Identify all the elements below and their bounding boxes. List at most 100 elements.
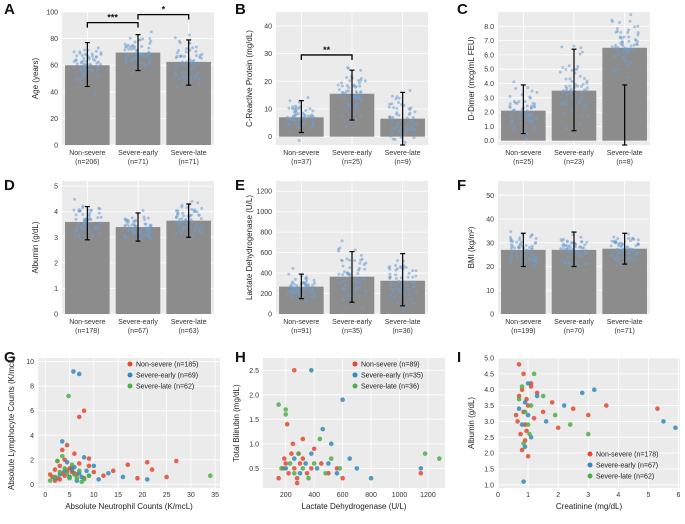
y-tick-label: 1.5 <box>484 466 494 473</box>
data-point <box>524 137 528 141</box>
data-point <box>133 40 137 44</box>
data-point <box>407 113 411 117</box>
data-point <box>353 248 357 252</box>
y-tick-label: 30 <box>264 51 272 58</box>
data-point <box>131 228 135 232</box>
data-point <box>303 113 307 117</box>
data-point <box>198 77 202 81</box>
data-point <box>338 246 342 250</box>
data-point <box>620 242 624 246</box>
scatter-point <box>291 367 297 373</box>
scatter-point <box>314 466 320 471</box>
data-point <box>629 239 633 243</box>
data-point <box>337 94 341 98</box>
data-point <box>310 124 314 128</box>
scatter-point <box>543 419 549 424</box>
data-point <box>123 48 127 52</box>
data-point <box>629 247 633 251</box>
data-point <box>562 242 566 246</box>
scatter-point <box>47 478 53 483</box>
data-point <box>409 297 413 301</box>
data-point <box>135 48 139 52</box>
panel-c: C 0.0 1.0 2.0 3.0 4.0 5.0 6.0 7.0 8.0 D-Dimer (mcg… <box>457 1 650 166</box>
data-point <box>143 218 147 222</box>
data-point <box>310 288 314 292</box>
scatter-point <box>525 381 531 386</box>
data-point <box>530 233 534 237</box>
data-point <box>175 62 179 66</box>
scatter-point <box>422 451 428 456</box>
data-point <box>359 253 363 257</box>
data-point <box>616 29 620 33</box>
data-point <box>145 233 149 237</box>
data-point <box>528 95 532 99</box>
data-point <box>123 224 127 228</box>
data-point <box>508 236 512 240</box>
legend-entry: Non-severe (n=178) <box>596 452 658 459</box>
data-point <box>558 70 562 74</box>
data-point <box>72 50 76 54</box>
data-point <box>568 91 572 95</box>
scatter-point <box>304 470 310 476</box>
scatter-point <box>283 407 289 412</box>
data-point <box>342 298 346 302</box>
y-tick-label: 50 <box>486 193 494 200</box>
data-point <box>340 259 344 263</box>
data-point <box>613 46 617 50</box>
data-point <box>512 80 516 84</box>
data-point <box>363 278 367 282</box>
data-point <box>624 60 628 64</box>
y-tick-label: 400 <box>260 271 272 278</box>
data-point <box>184 50 188 54</box>
data-point <box>392 295 396 299</box>
data-point <box>580 94 584 98</box>
data-point <box>194 54 198 58</box>
data-point <box>359 68 363 72</box>
data-point <box>123 42 127 46</box>
data-point <box>344 125 348 129</box>
data-point <box>399 266 403 270</box>
scatter-point <box>96 477 101 482</box>
data-point <box>406 287 410 291</box>
data-point <box>97 206 101 210</box>
scatter-point <box>531 371 537 377</box>
x-tick-label: Severe-early <box>118 150 158 157</box>
data-point <box>358 96 362 100</box>
scatter-point <box>296 451 301 456</box>
data-point <box>353 259 357 263</box>
data-point <box>397 129 401 133</box>
data-point <box>287 129 291 133</box>
x-tick-label: Severe-late <box>171 319 207 326</box>
x-tick-label: 15 <box>114 492 122 499</box>
scatter-point <box>79 479 84 485</box>
data-point <box>363 79 367 83</box>
scatter-point <box>334 470 340 476</box>
data-point <box>523 99 527 103</box>
x-tick-n-label: (n=63) <box>178 328 198 335</box>
scatter-point <box>540 393 546 399</box>
data-point <box>616 45 620 49</box>
y-tick-label: 0 <box>54 143 58 150</box>
panel-i: I 1.0 1.5 2.0 2.5 3.0 3.5 4.0 4.5 5.0 Albumin (g/d… <box>457 349 681 511</box>
data-point <box>561 66 565 70</box>
data-point <box>192 58 196 62</box>
x-axis-label: Creatinine (mg/dL) <box>556 502 623 511</box>
data-point <box>388 102 392 106</box>
data-point <box>126 222 130 226</box>
data-point <box>516 255 520 259</box>
data-point <box>311 283 315 287</box>
data-point <box>87 57 91 61</box>
data-point <box>304 286 308 290</box>
data-point <box>82 66 86 70</box>
data-point <box>387 115 391 119</box>
data-point <box>358 261 362 265</box>
x-tick-n-label: (n=36) <box>392 328 412 335</box>
data-point <box>622 35 626 39</box>
y-tick-label: 40 <box>264 23 272 30</box>
data-point <box>627 28 631 32</box>
data-point <box>126 218 130 222</box>
data-point <box>193 61 197 65</box>
scatter-point <box>527 431 532 437</box>
data-point <box>198 228 202 232</box>
data-point <box>627 252 631 256</box>
